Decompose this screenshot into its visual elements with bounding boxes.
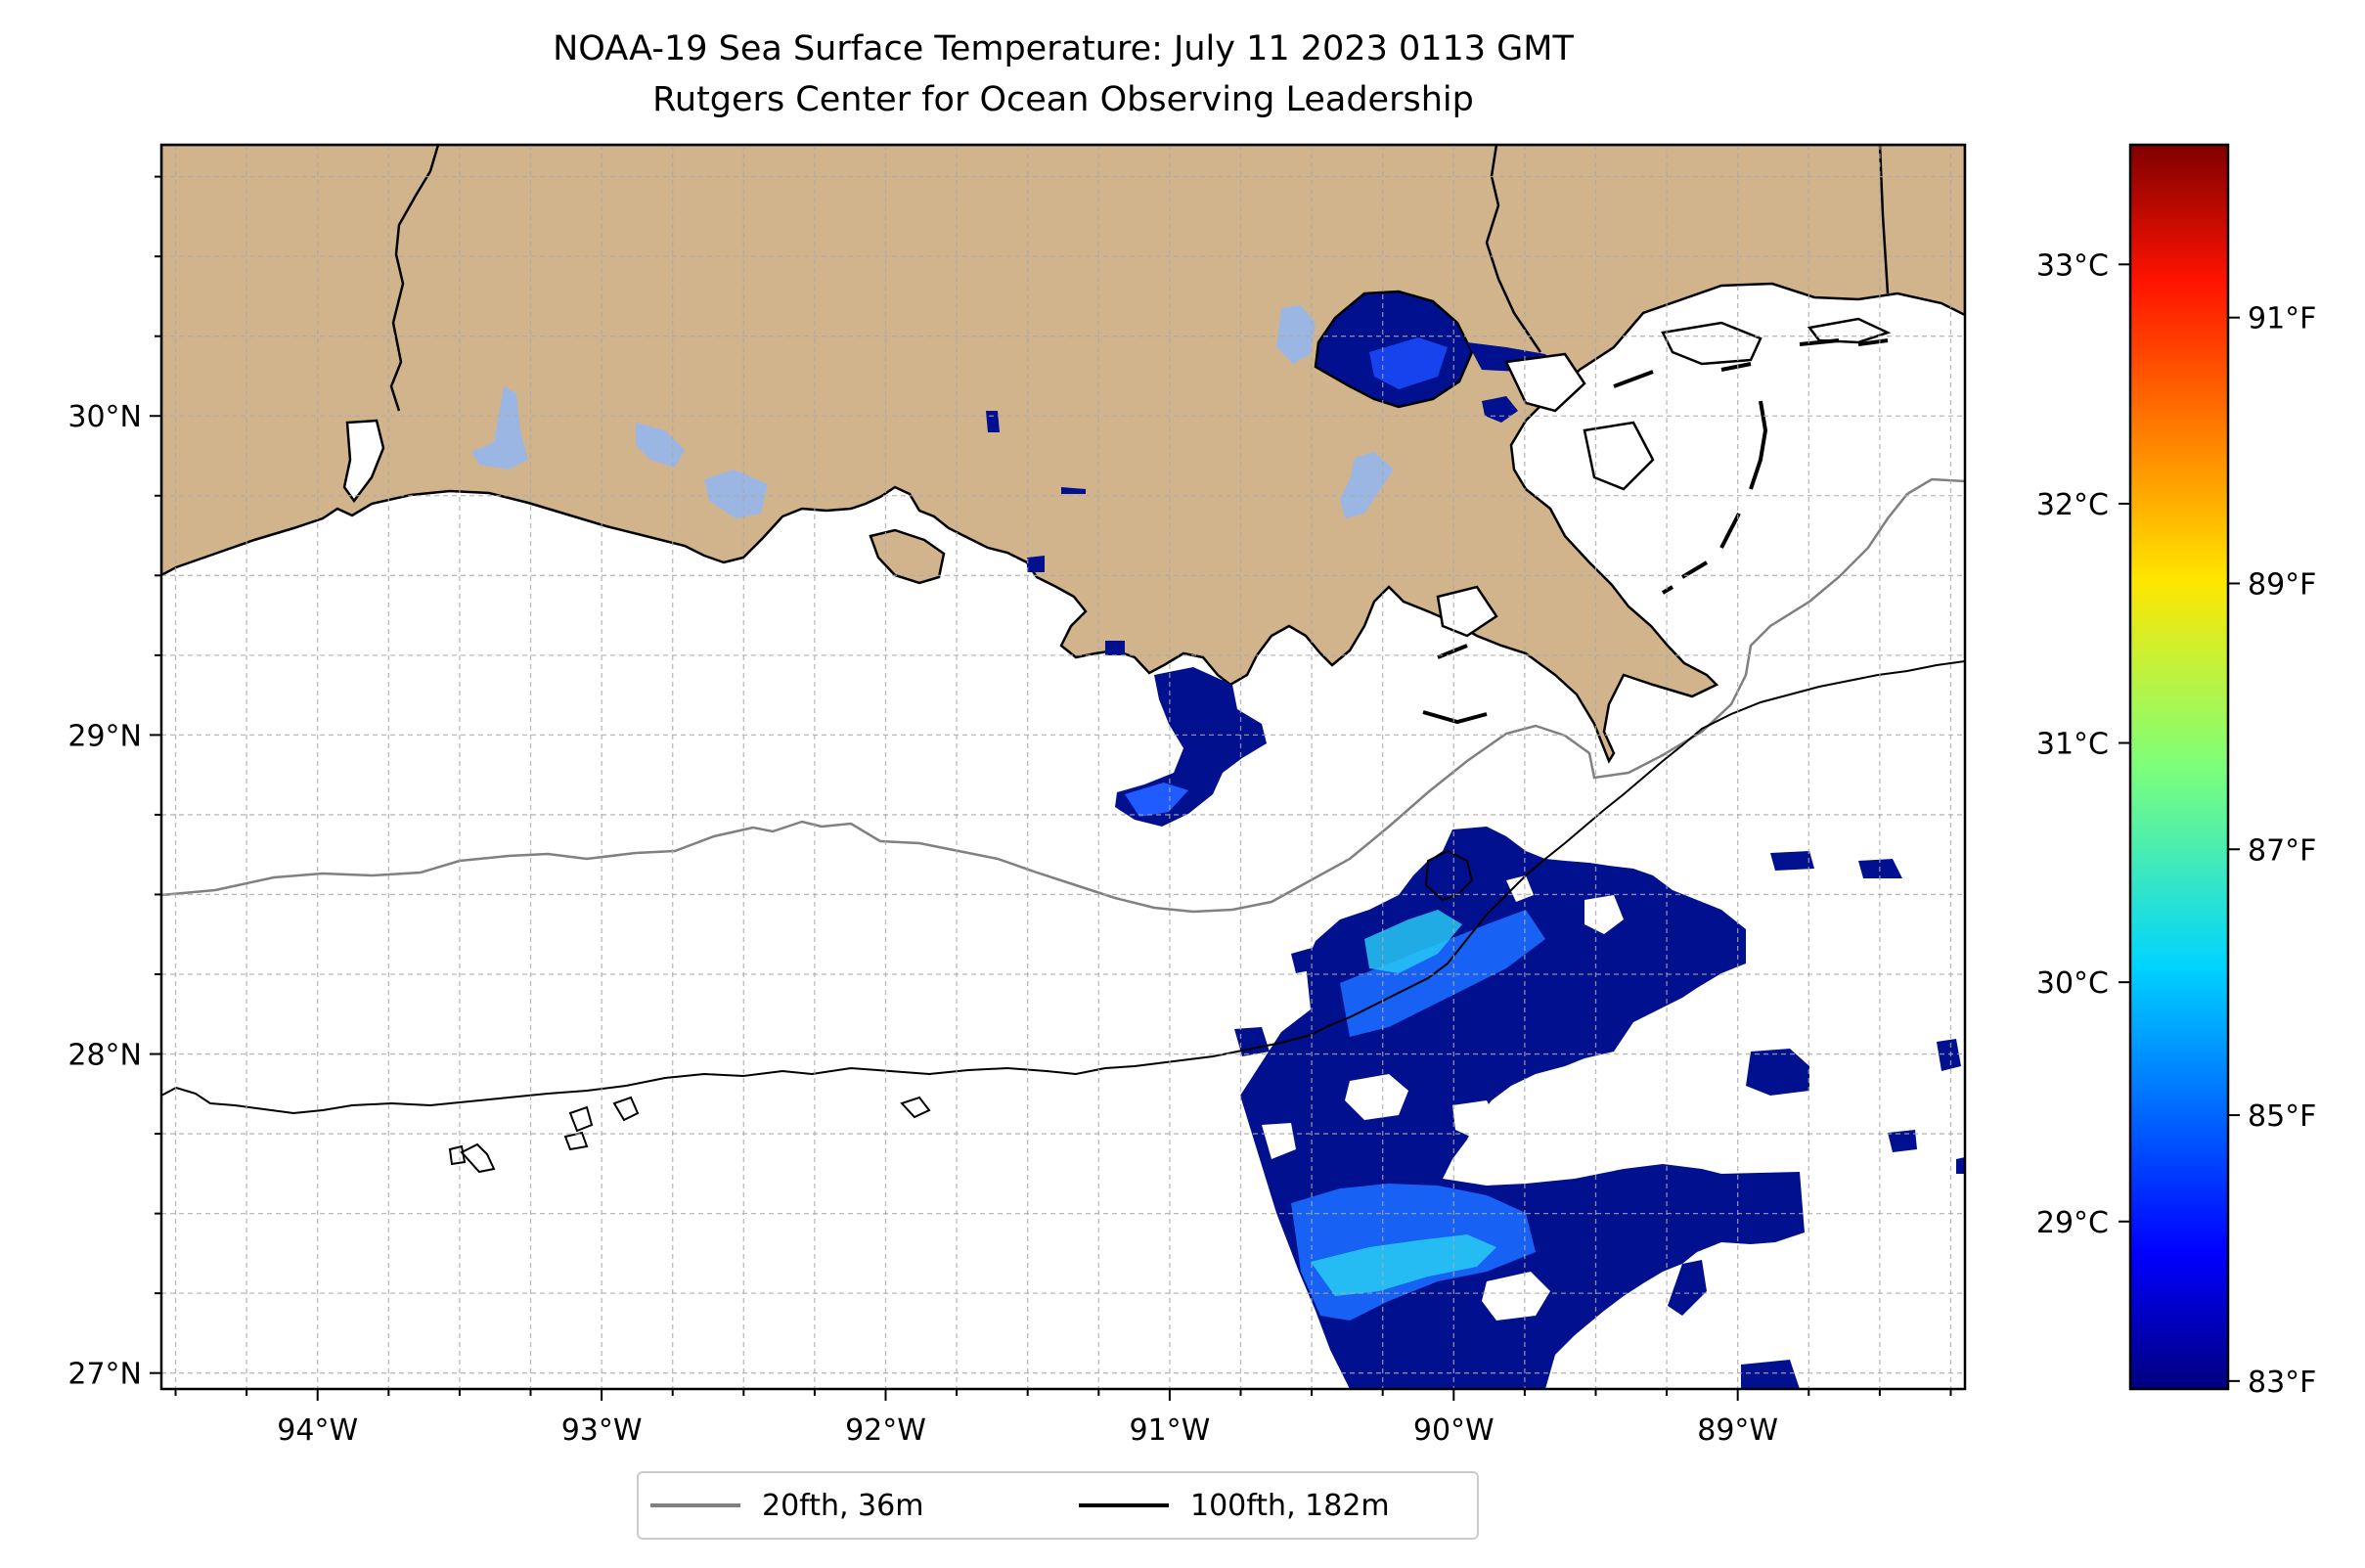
colorbar-label-f: 91°F — [2248, 302, 2316, 336]
legend-item-100fth: 100fth, 182m — [1079, 1473, 1390, 1538]
land-mass — [161, 145, 1965, 764]
state-border — [1878, 145, 1890, 294]
legend-label-100fth: 100fth, 182m — [1190, 1488, 1390, 1523]
colorbar-label-f: 87°F — [2248, 833, 2316, 868]
colorbar: 33°C 32°C 31°C 30°C 29°C 91°F 89°F 87°F 85°F 83°F — [2036, 143, 2317, 1400]
map-title: NOAA-19 Sea Surface Temperature: July 11… — [553, 29, 1574, 68]
lake — [1276, 305, 1316, 364]
coastal-island — [869, 528, 946, 585]
colorbar-label-c: 30°C — [2036, 966, 2109, 1001]
colorbar-label-c: 33°C — [2036, 248, 2109, 283]
isobath-100fth — [161, 660, 1965, 1115]
lat-tick-label: 30°N — [67, 400, 142, 434]
legend: 20fth, 36m 100fth, 182m — [637, 1471, 1479, 1540]
lon-tick-label: 89°W — [1697, 1413, 1778, 1448]
lat-tick-label: 29°N — [67, 719, 142, 753]
map-area — [161, 145, 1965, 1389]
legend-label-20fth: 20fth, 36m — [762, 1488, 924, 1523]
colorbar-ticks: 33°C 32°C 31°C 30°C 29°C 91°F 89°F 87°F 85°F 83°F — [2036, 248, 2317, 1400]
lake — [471, 386, 528, 470]
colorbar-label-f: 85°F — [2248, 1099, 2316, 1134]
barrier-islands — [1422, 338, 1889, 725]
legend-line-black — [1079, 1503, 1169, 1507]
isobath-20fth — [161, 477, 1965, 914]
colorbar-label-c: 32°C — [2036, 488, 2109, 522]
lat-tick-label: 27°N — [67, 1358, 142, 1392]
map-subtitle: Rutgers Center for Ocean Observing Leade… — [652, 80, 1474, 119]
map-frame — [159, 143, 1967, 1391]
lake — [1340, 452, 1394, 518]
colorbar-label-c: 31°C — [2036, 728, 2109, 762]
lon-tick-label: 91°W — [1129, 1413, 1210, 1448]
colorbar-label-c: 29°C — [2036, 1206, 2109, 1240]
gridlines — [161, 145, 1965, 1389]
state-border — [389, 145, 440, 412]
colorbar-label-f: 89°F — [2248, 567, 2316, 602]
map-ticks: 94°W 93°W 92°W 91°W 90°W 89°W 27°N 28°N 29°N 30°N — [67, 175, 1952, 1448]
lon-tick-label: 94°W — [277, 1413, 358, 1448]
colorbar-label-f: 83°F — [2248, 1366, 2316, 1400]
lon-tick-label: 90°W — [1413, 1413, 1495, 1448]
lon-tick-label: 93°W — [561, 1413, 643, 1448]
lake — [704, 470, 768, 518]
lon-tick-label: 92°W — [845, 1413, 926, 1448]
colorbar-gradient — [2128, 143, 2230, 1391]
lat-tick-label: 28°N — [67, 1039, 142, 1073]
legend-line-gray — [650, 1503, 740, 1507]
legend-item-20fth: 20fth, 36m — [650, 1473, 923, 1538]
